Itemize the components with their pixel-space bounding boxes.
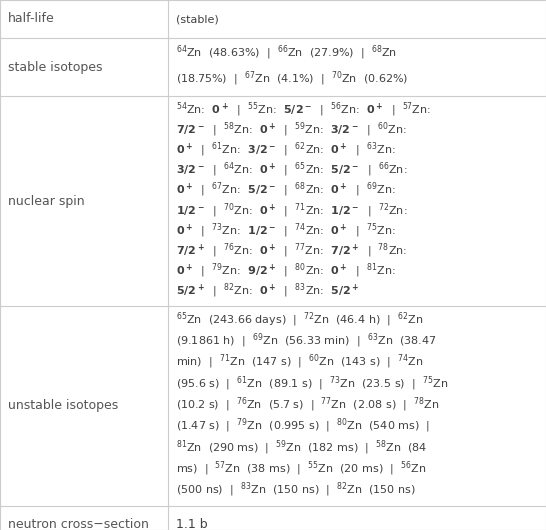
Text: $\mathbf{0^+}$  |  $^{79}$Zn:  $\mathbf{9/2^+}$  |  $^{80}$Zn:  $\mathbf{0^+}$  : $\mathbf{0^+}$ | $^{79}$Zn: $\mathbf{9/2… xyxy=(176,262,395,280)
Text: $^{64}$Zn  (48.63%)  |  $^{66}$Zn  (27.9%)  |  $^{68}$Zn: $^{64}$Zn (48.63%) | $^{66}$Zn (27.9%) |… xyxy=(176,43,397,61)
Text: 1.1 b: 1.1 b xyxy=(176,518,207,530)
Text: (9.1861 h)  |  $^{69}$Zn  (56.33 min)  |  $^{63}$Zn  (38.47: (9.1861 h) | $^{69}$Zn (56.33 min) | $^{… xyxy=(176,331,436,350)
Text: neutron cross−section: neutron cross−section xyxy=(8,518,149,530)
Text: (10.2 s)  |  $^{76}$Zn  (5.7 s)  |  $^{77}$Zn  (2.08 s)  |  $^{78}$Zn: (10.2 s) | $^{76}$Zn (5.7 s) | $^{77}$Zn… xyxy=(176,395,440,414)
Text: stable isotopes: stable isotopes xyxy=(8,60,103,74)
Text: (stable): (stable) xyxy=(176,14,219,24)
Text: (1.47 s)  |  $^{79}$Zn  (0.995 s)  |  $^{80}$Zn  (540 ms)  |: (1.47 s) | $^{79}$Zn (0.995 s) | $^{80}$… xyxy=(176,417,430,435)
Text: $\mathbf{3/2^-}$  |  $^{64}$Zn:  $\mathbf{0^+}$  |  $^{65}$Zn:  $\mathbf{5/2^-}$: $\mathbf{3/2^-}$ | $^{64}$Zn: $\mathbf{0… xyxy=(176,161,407,179)
Text: nuclear spin: nuclear spin xyxy=(8,195,85,208)
Text: $\mathbf{7/2^-}$  |  $^{58}$Zn:  $\mathbf{0^+}$  |  $^{59}$Zn:  $\mathbf{3/2^-}$: $\mathbf{7/2^-}$ | $^{58}$Zn: $\mathbf{0… xyxy=(176,120,407,139)
Text: $\mathbf{5/2^+}$  |  $^{82}$Zn:  $\mathbf{0^+}$  |  $^{83}$Zn:  $\mathbf{5/2^+}$: $\mathbf{5/2^+}$ | $^{82}$Zn: $\mathbf{0… xyxy=(176,282,359,301)
Text: half-life: half-life xyxy=(8,13,55,25)
Text: $\mathbf{0^+}$  |  $^{73}$Zn:  $\mathbf{1/2^-}$  |  $^{74}$Zn:  $\mathbf{0^+}$  : $\mathbf{0^+}$ | $^{73}$Zn: $\mathbf{1/2… xyxy=(176,221,395,240)
Text: min)  |  $^{71}$Zn  (147 s)  |  $^{60}$Zn  (143 s)  |  $^{74}$Zn: min) | $^{71}$Zn (147 s) | $^{60}$Zn (14… xyxy=(176,352,424,372)
Text: $\mathbf{7/2^+}$  |  $^{76}$Zn:  $\mathbf{0^+}$  |  $^{77}$Zn:  $\mathbf{7/2^+}$: $\mathbf{7/2^+}$ | $^{76}$Zn: $\mathbf{0… xyxy=(176,241,407,260)
Text: $^{65}$Zn  (243.66 days)  |  $^{72}$Zn  (46.4 h)  |  $^{62}$Zn: $^{65}$Zn (243.66 days) | $^{72}$Zn (46.… xyxy=(176,310,423,329)
Text: (18.75%)  |  $^{67}$Zn  (4.1%)  |  $^{70}$Zn  (0.62%): (18.75%) | $^{67}$Zn (4.1%) | $^{70}$Zn … xyxy=(176,69,408,88)
Text: $^{81}$Zn  (290 ms)  |  $^{59}$Zn  (182 ms)  |  $^{58}$Zn  (84: $^{81}$Zn (290 ms) | $^{59}$Zn (182 ms) … xyxy=(176,438,428,457)
Text: ms)  |  $^{57}$Zn  (38 ms)  |  $^{55}$Zn  (20 ms)  |  $^{56}$Zn: ms) | $^{57}$Zn (38 ms) | $^{55}$Zn (20 … xyxy=(176,460,426,478)
Text: unstable isotopes: unstable isotopes xyxy=(8,400,118,412)
Text: $^{54}$Zn:  $\mathbf{0^+}$  |  $^{55}$Zn:  $\mathbf{5/2^-}$  |  $^{56}$Zn:  $\ma: $^{54}$Zn: $\mathbf{0^+}$ | $^{55}$Zn: $… xyxy=(176,100,431,119)
Text: (500 ns)  |  $^{83}$Zn  (150 ns)  |  $^{82}$Zn  (150 ns): (500 ns) | $^{83}$Zn (150 ns) | $^{82}$Z… xyxy=(176,481,416,499)
Text: $\mathbf{0^+}$  |  $^{61}$Zn:  $\mathbf{3/2^-}$  |  $^{62}$Zn:  $\mathbf{0^+}$  : $\mathbf{0^+}$ | $^{61}$Zn: $\mathbf{3/2… xyxy=(176,140,395,159)
Text: $\mathbf{1/2^-}$  |  $^{70}$Zn:  $\mathbf{0^+}$  |  $^{71}$Zn:  $\mathbf{1/2^-}$: $\mathbf{1/2^-}$ | $^{70}$Zn: $\mathbf{0… xyxy=(176,201,407,219)
Text: $\mathbf{0^+}$  |  $^{67}$Zn:  $\mathbf{5/2^-}$  |  $^{68}$Zn:  $\mathbf{0^+}$  : $\mathbf{0^+}$ | $^{67}$Zn: $\mathbf{5/2… xyxy=(176,181,395,199)
Text: (95.6 s)  |  $^{61}$Zn  (89.1 s)  |  $^{73}$Zn  (23.5 s)  |  $^{75}$Zn: (95.6 s) | $^{61}$Zn (89.1 s) | $^{73}$Z… xyxy=(176,374,448,393)
